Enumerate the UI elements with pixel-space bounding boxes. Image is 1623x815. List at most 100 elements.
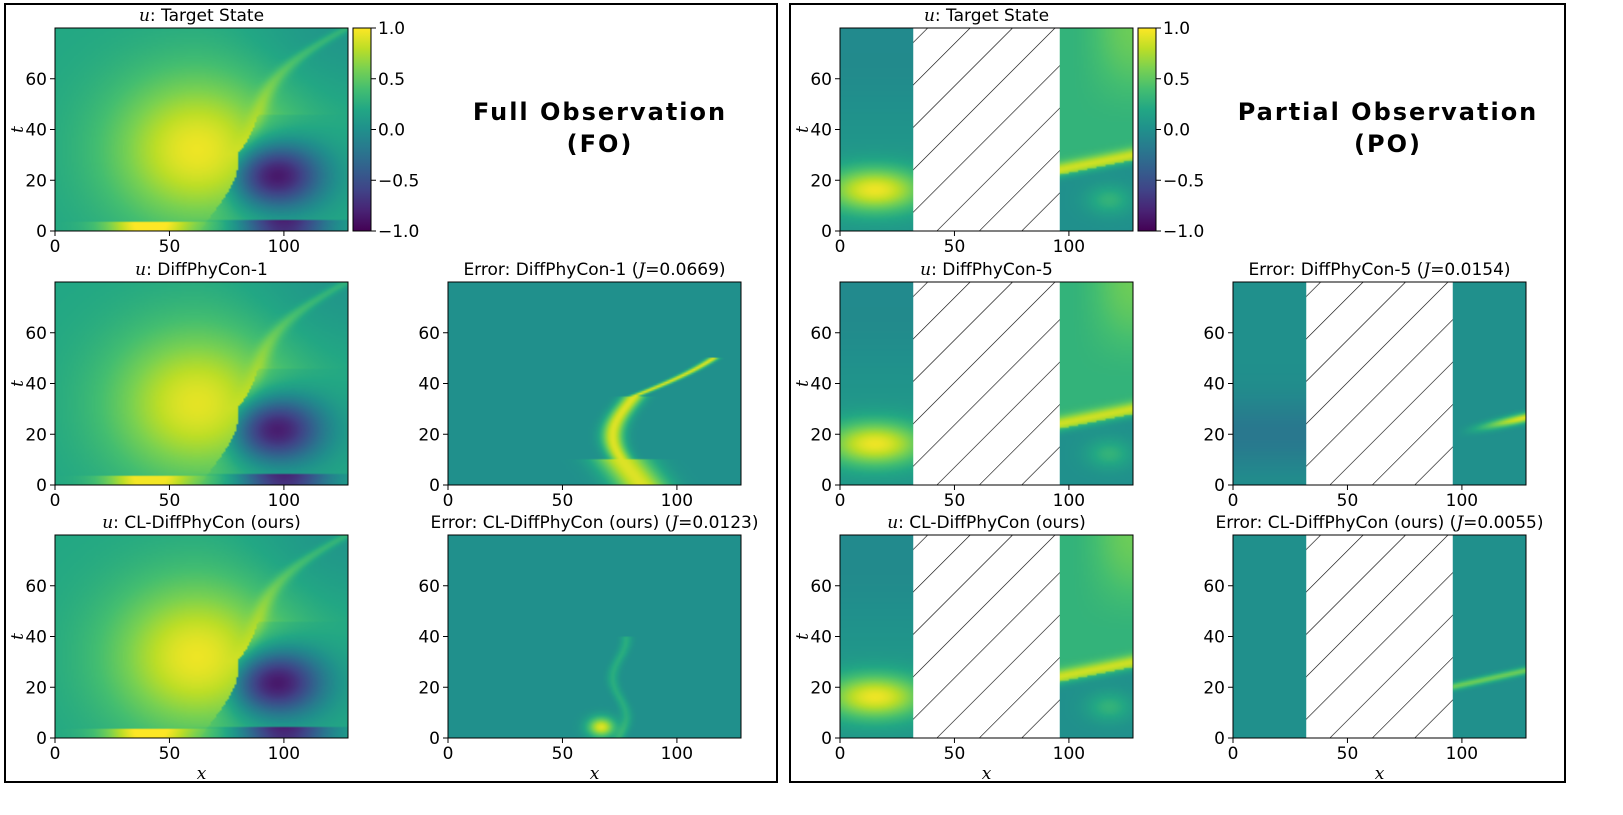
colorbar-gradient [1137,27,1157,232]
y-tick-label: 60 [418,577,440,597]
x-tick-label: 50 [1337,744,1359,764]
y-tick-label: 40 [810,375,832,395]
x-tick-label: 50 [944,744,966,764]
y-tick-label: 40 [810,628,832,648]
title-text: : CL-DiffPhyCon (ours) [898,513,1086,533]
colorbar-tick-label: 0.5 [1163,70,1190,90]
title-text: : Target State [149,6,265,26]
colorbar-tick-label: −0.5 [1163,171,1204,191]
heatmap-po_target: 0 50 100 0 20 40 60 t [793,27,1134,257]
title-variable: u [923,6,935,26]
y-tick-label: 60 [810,324,832,344]
heatmap-image [448,282,741,485]
y-tick-label: 60 [418,324,440,344]
x-tick-label: 0 [50,237,61,257]
y-tick-label: 40 [25,375,47,395]
heatmap-fo_cl: 0 50 100 0 20 40 60 t x [8,534,349,784]
colorbar-gradient [352,27,372,232]
colorbar-tick-label: 0.5 [378,70,405,90]
x-tick-label: 100 [1053,744,1085,764]
x-tick-label: 100 [1053,491,1085,511]
colorbar: 1.0 0.5 0.0 −0.5 −1.0 [352,19,419,242]
x-tick-label: 100 [268,744,300,764]
x-tick-label: 100 [1446,491,1478,511]
y-tick-label: 20 [25,425,47,445]
title-variable: u [138,6,150,26]
x-tick-label: 100 [661,491,693,511]
y-tick-label: 0 [821,729,832,749]
fo-heading-line1: Full Observation [472,98,728,126]
plot-title: u: Target State [0,6,408,26]
y-tick-label: 20 [810,678,832,698]
unobserved-hatch-region [913,282,1060,485]
x-tick-label: 0 [1228,491,1239,511]
y-axis-label: t [8,633,28,640]
title-text: : Target State [934,6,1050,26]
plot-title: u: DiffPhyCon-1 [0,260,408,280]
y-tick-label: 20 [810,171,832,191]
y-tick-label: 60 [25,577,47,597]
title-text: : DiffPhyCon-1 [146,260,268,280]
title-text: Error: DiffPhyCon-5 ( [1248,260,1424,280]
heatmap-image [55,28,348,231]
unobserved-hatch-region [913,28,1060,231]
y-tick-label: 20 [810,425,832,445]
title-j: J [1423,260,1431,280]
x-tick-label: 50 [944,491,966,511]
y-axis-label: t [793,633,813,640]
x-tick-label: 50 [159,744,181,764]
title-text: Error: CL-DiffPhyCon (ours) ( [430,513,672,533]
y-tick-label: 20 [25,171,47,191]
y-tick-label: 0 [36,476,47,496]
title-text: Error: DiffPhyCon-1 ( [463,260,639,280]
heatmap-po_cl: 0 50 100 0 20 40 60 t x [793,534,1134,784]
x-tick-label: 0 [443,744,454,764]
colorbar-tick-label: −1.0 [378,222,419,242]
plot-title: Error: DiffPhyCon-5 (J=0.0154) [1173,260,1586,280]
unobserved-hatch-region [1306,282,1453,485]
y-tick-label: 0 [821,222,832,242]
plot-title: Error: CL-DiffPhyCon (ours) (J=0.0055) [1173,513,1586,533]
x-tick-label: 0 [835,491,846,511]
x-tick-label: 0 [50,744,61,764]
y-tick-label: 40 [1203,628,1225,648]
y-tick-label: 60 [810,70,832,90]
y-tick-label: 0 [36,729,47,749]
x-tick-label: 100 [661,744,693,764]
title-variable: u [920,260,932,280]
y-tick-label: 20 [25,678,47,698]
plot-title: u: DiffPhyCon-5 [780,260,1193,280]
fo-heading-line2: (FO) [566,130,634,158]
fo-heading: Full Observation (FO) [440,96,760,160]
heatmap-image [448,535,741,738]
y-axis-label: t [8,126,28,133]
colorbar-tick-label: 1.0 [1163,19,1190,39]
x-tick-label: 0 [443,491,454,511]
heatmap-image [55,282,348,485]
y-axis-label: t [793,126,813,133]
heatmap-po_diffphycon: 0 50 100 0 20 40 60 t [793,281,1134,511]
colorbar: 1.0 0.5 0.0 −0.5 −1.0 [1137,19,1204,242]
x-tick-label: 100 [268,491,300,511]
y-tick-label: 0 [36,222,47,242]
x-axis-label: x [590,764,600,784]
heatmap-image [55,535,348,738]
y-tick-label: 60 [25,324,47,344]
title-j-value: =0.0154) [1430,260,1511,280]
y-tick-label: 0 [429,729,440,749]
x-tick-label: 50 [552,744,574,764]
title-text: : DiffPhyCon-5 [931,260,1053,280]
y-tick-label: 40 [25,628,47,648]
x-tick-label: 50 [944,237,966,257]
title-variable: u [102,513,114,533]
y-tick-label: 40 [1203,375,1225,395]
y-axis-label: t [793,380,813,387]
colorbar-tick-label: −1.0 [1163,222,1204,242]
plot-title: Error: DiffPhyCon-1 (J=0.0669) [388,260,801,280]
po-heading-line2: (PO) [1354,130,1422,158]
x-tick-label: 0 [835,744,846,764]
heatmap-fo_target: 0 50 100 0 20 40 60 t [8,27,349,257]
x-tick-label: 50 [552,491,574,511]
po-heading: Partial Observation (PO) [1218,96,1558,160]
po-heading-line1: Partial Observation [1237,98,1539,126]
